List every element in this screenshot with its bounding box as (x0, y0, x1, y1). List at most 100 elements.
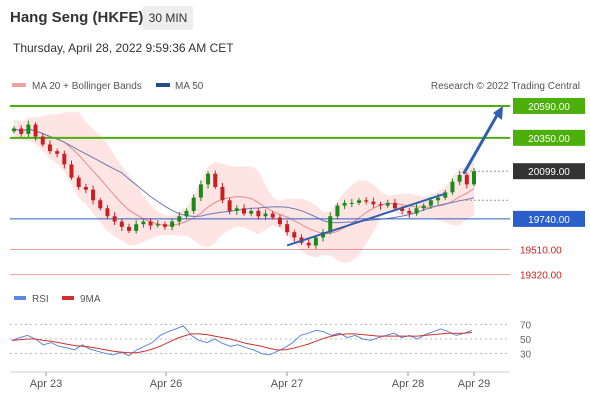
x-tick-label: Apr 23 (30, 378, 62, 390)
candle-body (263, 213, 268, 217)
resistance-label: 20590.00 (528, 102, 570, 113)
current-price-tag (513, 163, 585, 180)
candle-body (436, 197, 441, 201)
x-tick-label: Apr 27 (271, 378, 303, 390)
rsi-tick-label: 50 (520, 335, 532, 346)
candle-body (249, 210, 254, 214)
candle-body (407, 210, 412, 214)
candle-body (313, 237, 318, 246)
current-price-label: 20099.00 (528, 167, 570, 178)
ma50-legend-label: MA 50 (175, 81, 204, 92)
projection-arrow-shaft (462, 109, 502, 175)
candle-body (306, 242, 311, 246)
candle-body (457, 175, 462, 182)
x-tick-label: Apr 28 (392, 378, 424, 390)
rsi-ma-legend-label: 9MA (80, 294, 101, 305)
candle-body (134, 224, 139, 231)
trendline-layer (286, 105, 503, 247)
candle-body (371, 201, 376, 205)
candle-body (91, 189, 96, 201)
uptrend-line (286, 192, 446, 247)
candle-body (127, 226, 131, 231)
resistance-tag (513, 129, 585, 146)
candle-body (83, 187, 88, 190)
timestamp: Thursday, April 28, 2022 9:59:36 AM CET (13, 41, 234, 55)
x-tick-label: Apr 29 (458, 378, 490, 390)
candle-body (270, 213, 275, 218)
candle-body (292, 232, 297, 238)
candle-body (148, 221, 153, 226)
candle-body (141, 221, 146, 225)
candle-body (191, 197, 196, 211)
candle-body (421, 205, 426, 209)
rsi-tick-label: 30 (520, 350, 532, 361)
rsi-panel: 70 50 30 (10, 321, 532, 361)
candle-body (385, 202, 390, 206)
timeframe-badge[interactable]: 30 MIN (143, 6, 193, 30)
candle-body (155, 224, 160, 226)
candle-body (55, 151, 60, 154)
candle-body (277, 217, 282, 225)
rsi-legend-swatch (14, 296, 26, 300)
candle-body (76, 177, 81, 188)
candle-body (242, 208, 246, 214)
candle-body (234, 208, 239, 211)
candle-body (62, 153, 67, 165)
candle-body (98, 200, 103, 209)
candle-body (198, 184, 203, 198)
candle-body (105, 208, 110, 217)
rsi-line (11, 325, 473, 357)
candle-body (321, 232, 326, 238)
candle-body (364, 200, 369, 202)
rsi-legend-label: RSI (32, 294, 49, 305)
projection-arrowhead (493, 105, 503, 120)
rsi-ma-line (11, 332, 473, 354)
support-label: 19740.00 (528, 215, 570, 226)
candle-body (335, 205, 340, 217)
rsi-tick-label: 70 (520, 321, 532, 332)
candle-body (112, 216, 117, 222)
candle-body (19, 128, 24, 134)
candle-body (400, 208, 405, 211)
candle-body (33, 124, 38, 137)
candle-body (177, 216, 182, 222)
ma20-line (13, 128, 475, 235)
support-tag (513, 210, 585, 227)
candles (12, 120, 476, 249)
candle-body (392, 202, 397, 209)
candle-body (119, 221, 124, 227)
candle-body (450, 181, 455, 193)
resistance-label: 20350.00 (528, 134, 570, 145)
ma50-legend-swatch (156, 83, 170, 87)
lower-support-label: 19320.00 (520, 271, 562, 282)
candle-body (414, 208, 419, 214)
candle-body (213, 173, 218, 188)
rsi-ma-legend-swatch (62, 296, 74, 300)
candle-body (349, 202, 354, 204)
candle-body (328, 216, 333, 233)
candle-body (472, 171, 476, 185)
candle-body (40, 136, 45, 145)
candle-body (256, 210, 261, 217)
candle-body (220, 187, 225, 201)
price-levels: 20590.00 20350.00 20099.00 19740.00 19510.00… (10, 97, 585, 282)
candle-body (69, 164, 74, 178)
x-tick-label: Apr 26 (150, 378, 182, 390)
candle-body (378, 204, 383, 206)
candle-body (12, 128, 16, 132)
candle-body (227, 200, 232, 211)
candle-body (47, 144, 52, 152)
candle-body (26, 124, 31, 134)
candle-body (428, 200, 433, 206)
bollinger-bands (14, 112, 474, 263)
candle-body (285, 224, 290, 233)
candle-body (443, 192, 448, 198)
ma20-legend-swatch (12, 83, 26, 87)
bollinger-band-area (14, 112, 474, 263)
ma20-legend-label: MA 20 + Bollinger Bands (32, 81, 142, 92)
candle-body (464, 175, 469, 185)
credit-text: Research © 2022 Trading Central (431, 81, 580, 92)
resistance-tag (513, 97, 585, 114)
x-axis: Apr 23 Apr 26 Apr 27 Apr 28 Apr 29 (10, 371, 510, 390)
